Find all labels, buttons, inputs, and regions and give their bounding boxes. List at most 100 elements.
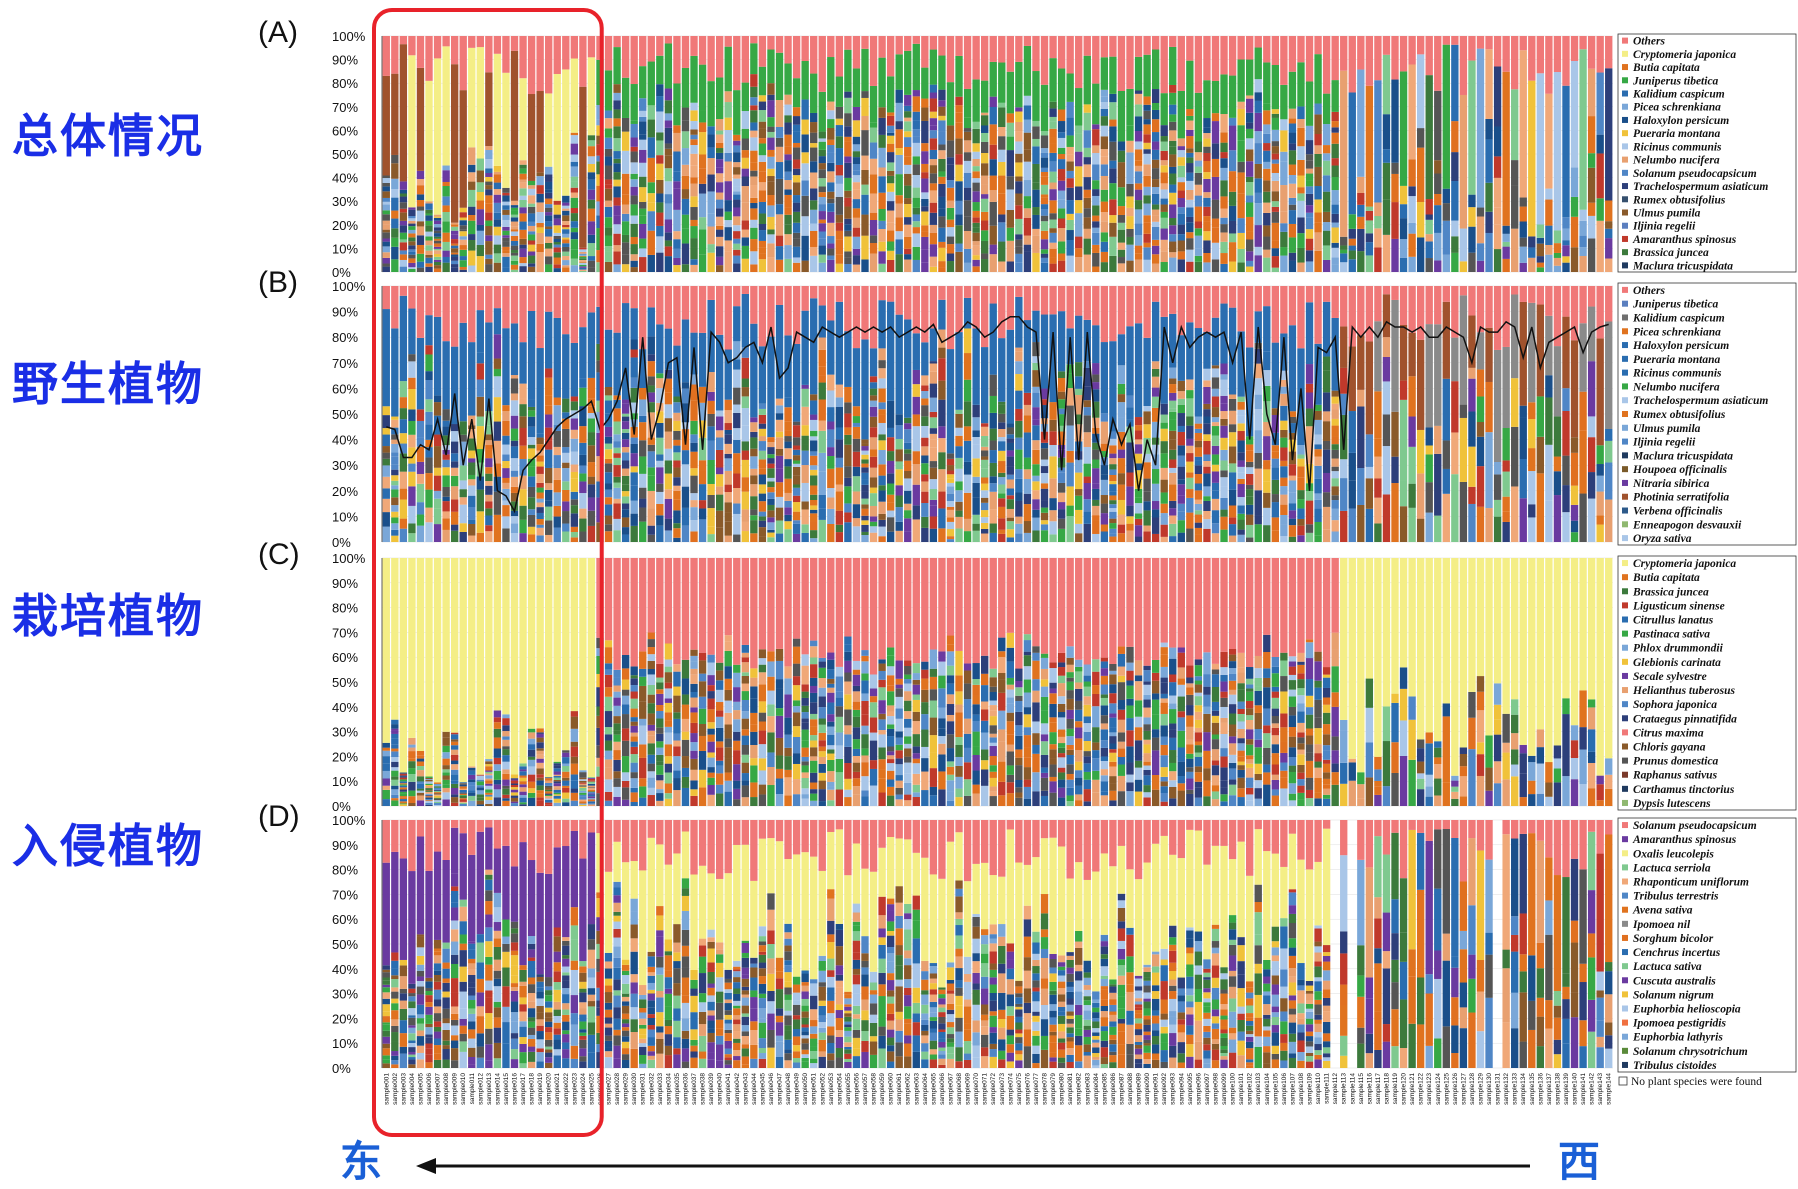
bar-segment xyxy=(1349,259,1356,272)
bar-segment xyxy=(1297,248,1304,263)
bar-segment xyxy=(528,558,535,729)
bar-segment xyxy=(1443,203,1450,221)
y-tick-label: 0% xyxy=(332,535,351,550)
bar-segment xyxy=(391,776,398,779)
bar-segment xyxy=(733,195,740,200)
bar-segment xyxy=(904,423,911,429)
bar-segment xyxy=(408,258,415,262)
bar-segment xyxy=(631,722,638,726)
bar-segment xyxy=(930,203,937,213)
bar-segment xyxy=(776,432,783,438)
bar-segment xyxy=(964,380,971,402)
bar-segment xyxy=(793,182,800,195)
bar-segment xyxy=(1297,499,1304,508)
bar-segment xyxy=(1015,181,1022,193)
bar-segment xyxy=(1092,145,1099,153)
bar-segment xyxy=(460,260,467,267)
bar-segment xyxy=(1289,72,1296,109)
bar-segment xyxy=(707,81,714,126)
bar-segment xyxy=(767,478,774,482)
bar-segment xyxy=(442,242,449,251)
bar-segment xyxy=(408,768,415,774)
bar-segment xyxy=(827,203,834,212)
bar-segment xyxy=(408,796,415,803)
bar-segment xyxy=(1152,227,1159,240)
bar-segment xyxy=(1007,261,1014,272)
bar-segment xyxy=(554,468,561,480)
bar-segment xyxy=(1101,136,1108,149)
bar-segment xyxy=(827,182,834,191)
bar-segment xyxy=(964,128,971,132)
bar-segment xyxy=(1272,467,1279,479)
bar-segment xyxy=(947,82,954,125)
bar-segment xyxy=(511,375,518,378)
bar-segment xyxy=(631,378,638,388)
bar-segment xyxy=(878,536,885,542)
bar-segment xyxy=(1272,141,1279,146)
bar-segment xyxy=(972,515,979,524)
bar-segment xyxy=(887,241,894,250)
bar-segment xyxy=(1520,406,1527,418)
bar-segment xyxy=(1161,240,1168,252)
bar-segment xyxy=(451,755,458,761)
bar-segment xyxy=(1229,150,1236,171)
bar-segment xyxy=(417,262,424,268)
bar-segment xyxy=(639,701,646,719)
bar-segment xyxy=(1015,421,1022,438)
bar-segment xyxy=(1280,525,1287,536)
bar-segment xyxy=(468,48,475,147)
bar-segment xyxy=(545,786,552,788)
bar-segment xyxy=(896,461,903,469)
bar-segment xyxy=(485,177,492,182)
bar-segment xyxy=(1109,286,1116,341)
bar-segment xyxy=(716,410,723,416)
bar-segment xyxy=(819,508,826,520)
bar-segment xyxy=(1366,220,1373,233)
bar-segment xyxy=(1477,422,1484,437)
bar-segment xyxy=(1084,56,1091,105)
bar-segment xyxy=(1169,36,1176,47)
bar-segment xyxy=(1477,507,1484,542)
bar-segment xyxy=(836,36,843,77)
bar-segment xyxy=(827,469,834,488)
bar-segment xyxy=(733,514,740,535)
bar-segment xyxy=(930,328,937,361)
bar-segment xyxy=(665,204,672,220)
bar-segment xyxy=(511,792,518,795)
bar-segment xyxy=(1195,465,1202,474)
bar-segment xyxy=(613,503,620,513)
bar-segment xyxy=(536,348,543,434)
bar-segment xyxy=(571,155,578,162)
bar-segment xyxy=(1066,178,1073,188)
bar-segment xyxy=(605,449,612,459)
bar-segment xyxy=(613,483,620,488)
bar-segment xyxy=(716,208,723,216)
bar-segment xyxy=(605,427,612,437)
bar-segment xyxy=(391,74,398,155)
bar-segment xyxy=(1178,399,1185,405)
bar-segment xyxy=(1015,297,1022,348)
bar-segment xyxy=(1118,91,1125,141)
bar-segment xyxy=(1605,462,1612,499)
bar-segment xyxy=(1391,202,1398,239)
bar-segment xyxy=(733,145,740,152)
bar-segment xyxy=(1272,160,1279,164)
bar-segment xyxy=(1024,105,1031,119)
bar-segment xyxy=(1545,200,1552,226)
bar-segment xyxy=(896,103,903,121)
bar-segment xyxy=(673,510,680,523)
bar-segment xyxy=(1485,49,1492,119)
bar-segment xyxy=(442,776,449,780)
bar-segment xyxy=(613,735,620,742)
bar-segment xyxy=(425,508,432,523)
bar-segment xyxy=(536,185,543,194)
bar-segment xyxy=(1331,478,1338,486)
bar-segment xyxy=(964,493,971,519)
bar-segment xyxy=(656,682,663,689)
bar-segment xyxy=(545,221,552,226)
bar-segment xyxy=(494,729,501,738)
bar-segment xyxy=(665,744,672,756)
bar-segment xyxy=(1041,198,1048,204)
bar-segment xyxy=(716,143,723,148)
bar-segment xyxy=(511,217,518,221)
